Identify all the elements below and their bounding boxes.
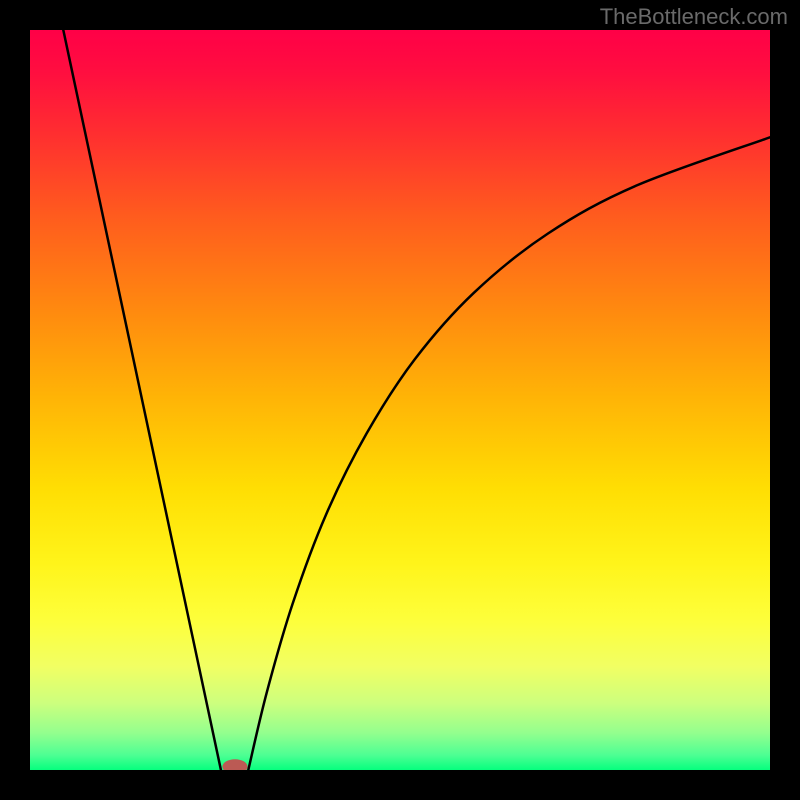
plot-area [30,30,770,770]
watermark-text: TheBottleneck.com [600,4,788,30]
figure-container: TheBottleneck.com [0,0,800,800]
chart-svg [30,30,770,770]
